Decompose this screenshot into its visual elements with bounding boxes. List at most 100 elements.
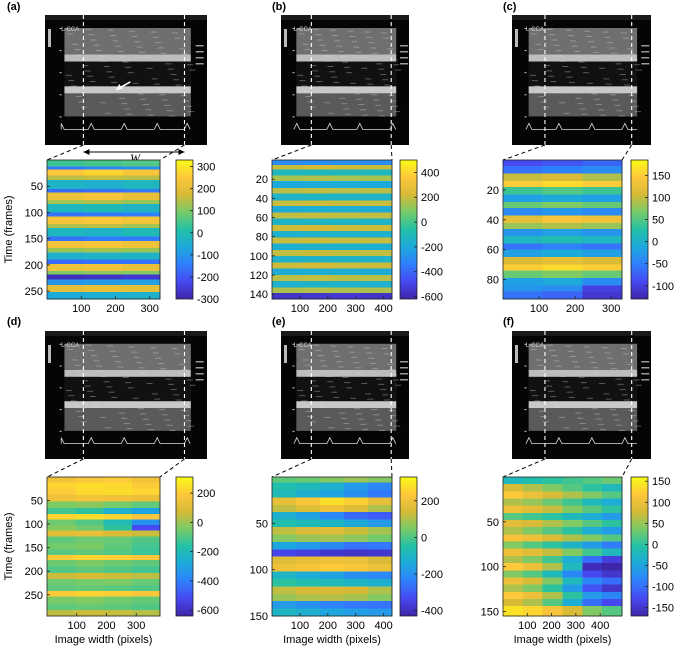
speckle bbox=[78, 101, 85, 103]
tissue-band bbox=[64, 408, 191, 431]
speckle bbox=[345, 428, 352, 430]
heatmap-cell bbox=[362, 225, 393, 232]
colorbar-tick-label: -100 bbox=[197, 250, 219, 262]
speckle bbox=[375, 104, 382, 106]
heatmap-cell bbox=[47, 263, 86, 272]
heatmap-cell bbox=[47, 519, 76, 526]
heatmap-cell bbox=[582, 570, 603, 578]
heatmap-cell bbox=[332, 187, 363, 195]
speckle bbox=[159, 409, 166, 411]
speckle bbox=[340, 56, 347, 58]
colorbar-tick-label: 300 bbox=[197, 162, 215, 174]
colorbar-tick-label: -300 bbox=[197, 294, 219, 306]
heatmap-cell bbox=[47, 199, 86, 205]
heatmap-cell bbox=[131, 603, 161, 611]
speckle bbox=[303, 405, 310, 407]
heatmap-cell bbox=[582, 527, 603, 535]
speckle bbox=[624, 399, 631, 401]
heatmap-cell bbox=[362, 187, 393, 195]
speckle bbox=[171, 32, 178, 34]
heatmap-cell bbox=[131, 519, 161, 526]
heatmap-cell bbox=[272, 200, 303, 207]
heatmap-cell bbox=[296, 527, 321, 535]
heatmap-cell bbox=[522, 520, 544, 528]
ultrasound-image: L-CCA bbox=[281, 15, 409, 145]
speckle bbox=[583, 346, 590, 348]
heatmap-cell bbox=[47, 175, 86, 181]
speckle bbox=[377, 110, 384, 112]
speckle bbox=[109, 35, 116, 37]
speckle bbox=[180, 95, 187, 97]
speckle bbox=[542, 106, 549, 108]
heatmap-cell bbox=[332, 275, 363, 282]
heatmap-cell bbox=[368, 489, 393, 498]
grayscale-bar bbox=[284, 29, 287, 47]
heatmap-cell bbox=[122, 259, 161, 265]
colorbar-tick-label: 100 bbox=[197, 206, 215, 218]
heatmap-cell bbox=[84, 248, 123, 253]
speckle bbox=[619, 73, 626, 75]
heatmap-cell bbox=[602, 541, 623, 550]
speckle bbox=[306, 54, 313, 56]
heatmap-cell bbox=[522, 541, 544, 550]
speckle bbox=[620, 348, 627, 350]
speckle bbox=[612, 414, 619, 416]
heatmap-cell bbox=[542, 534, 563, 543]
speckle bbox=[89, 81, 96, 83]
speckle bbox=[120, 56, 127, 58]
heatmap-cell bbox=[122, 204, 161, 213]
speckle bbox=[387, 48, 394, 50]
heatmap-cell bbox=[332, 193, 363, 201]
speckle bbox=[598, 423, 605, 425]
speckle bbox=[376, 63, 383, 65]
heatmap-cell bbox=[362, 262, 393, 269]
speckle bbox=[323, 55, 330, 57]
scanner-header-bar bbox=[512, 331, 651, 336]
speckle bbox=[559, 416, 566, 418]
heatmap-cell bbox=[362, 160, 393, 166]
heatmap-cell bbox=[503, 563, 524, 571]
speckle bbox=[104, 112, 111, 114]
heatmap-cell bbox=[332, 268, 363, 276]
heatmap-cell bbox=[522, 577, 544, 586]
speckle bbox=[550, 81, 557, 83]
speckle bbox=[96, 365, 103, 367]
heatmap-cell bbox=[582, 491, 603, 500]
speckle bbox=[602, 347, 609, 349]
heatmap-cell bbox=[131, 536, 161, 544]
x-tick-label: 300 bbox=[602, 303, 620, 315]
y-tick-label: 100 bbox=[25, 519, 43, 531]
heatmap-cell bbox=[562, 498, 583, 507]
x-axis-label: Image width (pixels) bbox=[514, 634, 612, 646]
heatmap-cell bbox=[47, 591, 76, 598]
heatmap-cell bbox=[503, 591, 524, 600]
speckle bbox=[594, 372, 601, 374]
speckle bbox=[66, 349, 73, 351]
heatmap-cell bbox=[503, 278, 544, 287]
speckle bbox=[165, 378, 172, 380]
heatmap-cell bbox=[582, 180, 623, 188]
speckle bbox=[372, 52, 379, 54]
heatmap-cell bbox=[272, 175, 303, 182]
speckle bbox=[528, 343, 535, 345]
heatmap-cell bbox=[272, 541, 297, 550]
speckle bbox=[338, 366, 345, 368]
speckle bbox=[305, 96, 312, 98]
heatmap-cell bbox=[368, 571, 393, 580]
heatmap-cell bbox=[84, 175, 123, 181]
speckle bbox=[631, 58, 638, 60]
depth-marker bbox=[59, 365, 62, 367]
speckle bbox=[529, 74, 536, 76]
speckle bbox=[188, 425, 195, 427]
heatmap-cell bbox=[103, 482, 133, 489]
ultrasound-image: L-CCA bbox=[281, 331, 409, 459]
heatmap-cell bbox=[542, 173, 583, 182]
speckle bbox=[534, 400, 541, 402]
heatmap-cell bbox=[47, 279, 86, 286]
heatmap-cell bbox=[296, 541, 321, 550]
heatmap-cell bbox=[503, 477, 524, 485]
scanner-readout bbox=[400, 361, 409, 363]
speckle bbox=[87, 75, 94, 77]
tissue-band bbox=[64, 54, 191, 62]
speckle bbox=[373, 414, 380, 416]
